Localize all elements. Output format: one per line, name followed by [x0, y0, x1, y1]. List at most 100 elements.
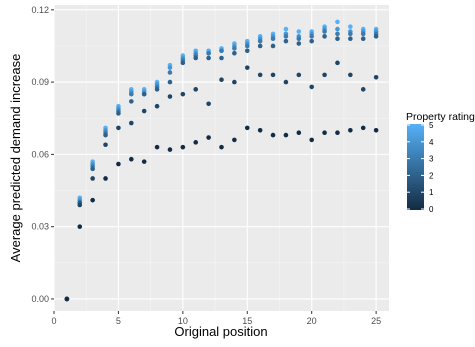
- data-point: [335, 19, 340, 25]
- legend-tick-label: 4: [429, 138, 434, 147]
- data-point: [219, 55, 224, 61]
- data-point: [116, 125, 121, 131]
- x-tick-label: 25: [371, 316, 381, 326]
- data-point: [103, 132, 108, 138]
- data-point: [270, 72, 276, 78]
- data-point: [206, 55, 211, 61]
- data-point: [348, 36, 353, 42]
- data-point: [296, 130, 302, 136]
- data-point: [296, 72, 302, 78]
- data-point: [309, 84, 314, 90]
- data-point: [322, 29, 327, 34]
- data-point: [296, 36, 302, 42]
- legend-title: Property rating: [406, 111, 475, 123]
- legend-tick-label: 5: [429, 121, 434, 130]
- data-point: [348, 72, 353, 78]
- legend-tick-label: 3: [429, 155, 434, 164]
- data-point: [309, 34, 314, 39]
- data-point: [373, 34, 379, 39]
- data-point: [348, 24, 353, 29]
- data-point: [167, 94, 173, 99]
- data-point: [232, 137, 237, 143]
- data-point: [116, 161, 121, 167]
- data-point: [129, 156, 134, 162]
- data-point: [283, 26, 289, 32]
- data-point: [206, 101, 211, 107]
- data-point: [270, 36, 276, 42]
- data-point: [335, 26, 340, 32]
- data-point: [270, 132, 276, 138]
- data-point: [360, 31, 366, 37]
- x-axis-label: Original position: [174, 324, 267, 339]
- data-point: [322, 130, 327, 136]
- legend-ticks: 0 1 2 3 4 5: [407, 121, 434, 214]
- data-point: [232, 46, 237, 51]
- legend-tick-label: 0: [429, 205, 434, 214]
- data-point: [257, 72, 263, 78]
- data-point: [116, 111, 121, 116]
- data-point: [283, 79, 289, 85]
- data-point: [360, 125, 366, 131]
- data-point: [322, 34, 327, 39]
- data-point: [180, 60, 186, 66]
- data-point: [270, 43, 276, 49]
- data-point: [296, 29, 302, 34]
- data-point: [90, 197, 95, 203]
- y-axis-label: Average predicted demand increase: [8, 54, 23, 263]
- data-point: [360, 87, 366, 92]
- data-point: [129, 91, 134, 97]
- grid-major: [53, 5, 389, 311]
- data-point: [296, 41, 302, 46]
- legend-tick-label: 2: [429, 171, 434, 180]
- legend-colorbar: [407, 124, 424, 210]
- data-point: [141, 108, 147, 114]
- legend-tick-label: 1: [429, 188, 434, 197]
- data-point: [129, 99, 134, 104]
- y-tick-label: 0.06: [31, 149, 49, 159]
- x-tick-label: 20: [307, 316, 317, 326]
- data-point: [373, 127, 379, 133]
- data-point: [167, 79, 173, 85]
- data-point: [309, 38, 314, 44]
- data-point: [360, 36, 366, 42]
- data-point: [244, 125, 250, 131]
- data-point: [129, 120, 134, 126]
- data-point: [193, 87, 199, 92]
- data-point: [206, 50, 211, 56]
- data-point: [335, 31, 340, 37]
- data-point: [348, 127, 353, 133]
- data-point: [219, 48, 224, 54]
- data-point: [244, 48, 250, 54]
- x-tick-label: 15: [242, 316, 252, 326]
- data-point: [206, 135, 211, 140]
- data-point: [257, 38, 263, 44]
- y-tick-label: 0.03: [31, 222, 49, 232]
- data-point: [335, 36, 340, 42]
- data-point: [167, 70, 173, 75]
- data-point: [309, 137, 314, 143]
- data-point: [232, 50, 237, 56]
- data-point: [141, 91, 147, 97]
- y-tick-label: 0.00: [31, 294, 49, 304]
- data-point: [257, 127, 263, 133]
- data-point: [257, 43, 263, 49]
- x-tick-label: 10: [178, 316, 188, 326]
- data-point: [154, 87, 160, 92]
- y-tick-label: 0.09: [31, 77, 49, 87]
- data-point: [77, 224, 83, 229]
- data-point: [219, 144, 224, 150]
- data-point: [283, 38, 289, 44]
- grid-minor: [54, 5, 389, 311]
- data-point: [141, 159, 147, 164]
- y-tick-label: 0.12: [31, 5, 49, 15]
- x-axis: 0 5 10 15 20 25: [51, 311, 381, 326]
- data-point: [180, 144, 186, 150]
- data-point: [219, 77, 224, 82]
- x-tick-label: 0: [51, 316, 56, 326]
- data-point: [283, 132, 289, 138]
- data-point: [335, 60, 340, 66]
- data-points: [64, 19, 379, 302]
- data-point: [244, 43, 250, 49]
- data-point: [167, 147, 173, 152]
